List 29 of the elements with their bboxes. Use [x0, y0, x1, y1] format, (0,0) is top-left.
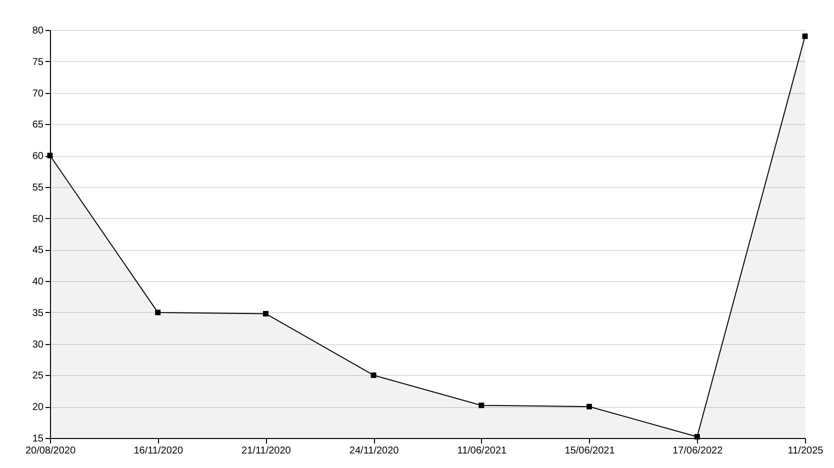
x-tick-label: 20/08/2020 — [25, 446, 76, 456]
y-tick-label: 65 — [32, 120, 44, 131]
y-tick-label: 15 — [32, 434, 44, 444]
y-tick-label: 45 — [32, 245, 44, 256]
point — [694, 434, 700, 440]
x-tick-label: 16/11/2020 — [134, 446, 184, 456]
point — [478, 402, 484, 408]
y-tick-label: 20 — [32, 402, 44, 414]
x-tick-label: 15/06/2021 — [564, 446, 616, 456]
point — [262, 310, 268, 316]
y-tick-label: 75 — [32, 56, 44, 68]
point — [370, 372, 376, 378]
x-tick-label: 17/06/2022 — [672, 446, 724, 456]
y-tick-label: 60 — [32, 151, 44, 162]
point — [155, 310, 161, 316]
y-tick-label: 70 — [32, 88, 44, 100]
y-tick-label: 40 — [32, 276, 44, 288]
y-tick-label: 25 — [32, 370, 44, 382]
x-tick-label: 21/11/2020 — [242, 446, 292, 456]
x-tick-label: 24/11/2020 — [349, 446, 400, 456]
x-tick-label: 11/06/2021 — [457, 446, 508, 456]
point — [802, 34, 808, 40]
y-tick-label: 55 — [32, 182, 44, 194]
y-tick-label: 80 — [32, 26, 44, 36]
x-tick-label: 11/2025 — [788, 446, 824, 456]
y-tick-label: 30 — [32, 339, 44, 350]
point — [586, 404, 592, 410]
y-tick-label: 50 — [32, 214, 44, 225]
y-tick-label: 35 — [32, 308, 44, 319]
